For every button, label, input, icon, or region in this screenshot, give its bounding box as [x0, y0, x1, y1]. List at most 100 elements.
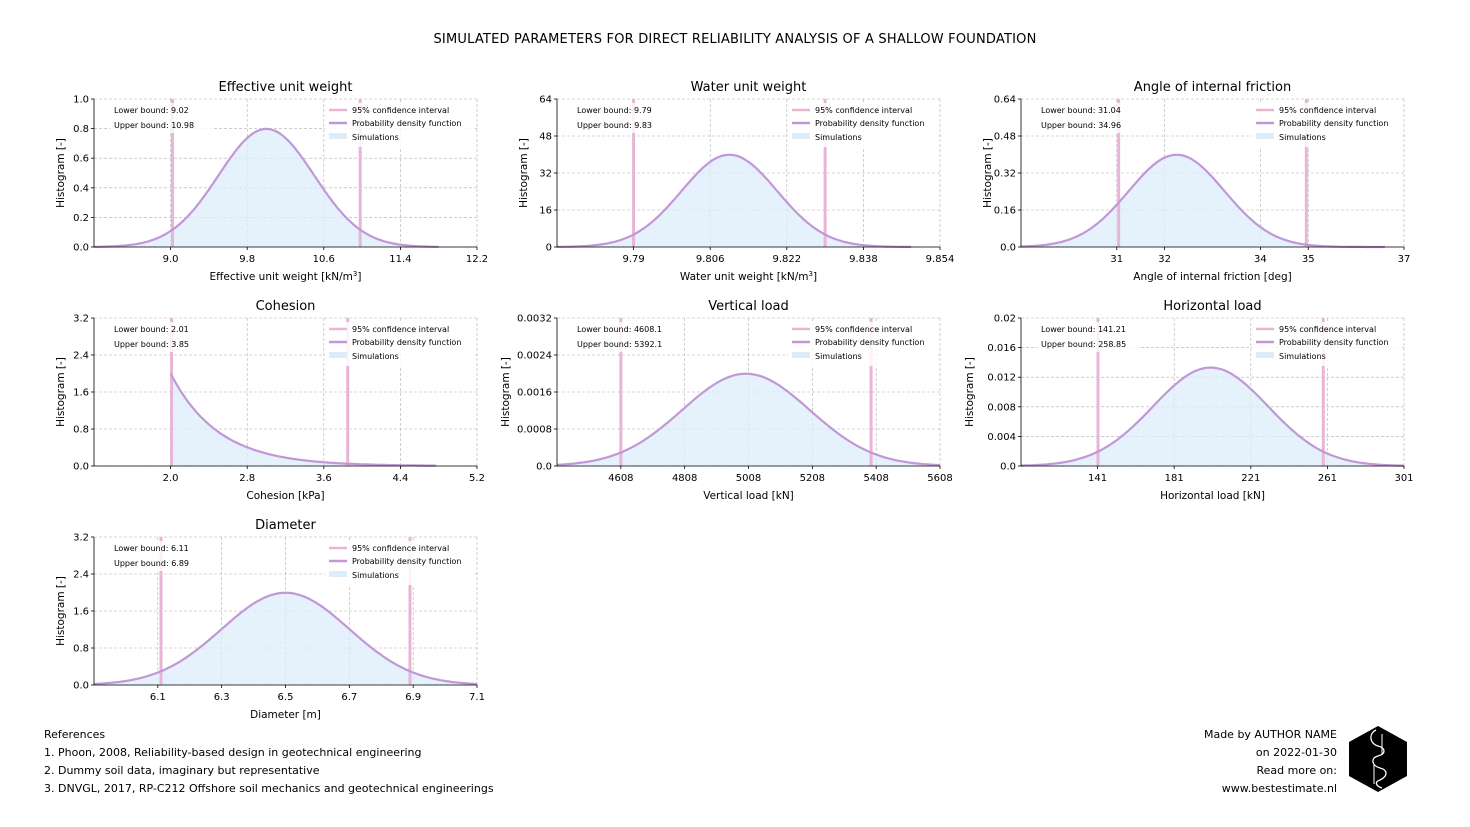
reference-item: 3. DNVGL, 2017, RP-C212 Offshore soil me…: [44, 782, 494, 795]
y-tick-label: 0.8: [73, 425, 89, 436]
y-tick-label: 0.0: [1000, 243, 1016, 254]
y-tick-label: 1.6: [73, 388, 89, 399]
x-tick-label: 181: [1165, 473, 1184, 484]
reference-item: 2. Dummy soil data, imaginary but repres…: [44, 764, 320, 777]
bounds-box: [110, 541, 214, 571]
y-tick-label: 0: [546, 243, 552, 254]
pdf-curve: [1020, 366, 1405, 467]
legend-pdf-label: Probability density function: [352, 338, 461, 347]
y-tick-label: 2.4: [73, 351, 89, 362]
y-tick-label: 0.0: [536, 462, 552, 473]
subplot-title: Angle of internal friction: [1134, 80, 1291, 95]
x-axis-label: Water unit weight [kN/m3]: [680, 270, 817, 283]
legend-pdf-label: Probability density function: [352, 119, 461, 128]
legend-sim-label: Simulations: [352, 133, 399, 142]
legend-ci-label: 95% confidence interval: [1279, 325, 1376, 334]
bounds-box: [1037, 322, 1141, 352]
x-tick-label: 141: [1088, 473, 1107, 484]
y-tick-label: 0.0016: [517, 388, 552, 399]
subplot-title: Cohesion: [256, 299, 316, 314]
subplot-title: Water unit weight: [691, 80, 807, 95]
legend-sim-swatch: [792, 133, 810, 139]
y-tick-label: 0.4: [73, 183, 89, 194]
legend-sim-label: Simulations: [815, 352, 862, 361]
x-tick-label: 6.1: [150, 692, 166, 703]
author-line: Made by AUTHOR NAME: [1203, 728, 1337, 741]
x-tick-label: 9.822: [772, 254, 801, 265]
y-tick-label: 3.2: [73, 533, 89, 544]
legend-pdf-label: Probability density function: [352, 557, 461, 566]
x-tick-label: 3.6: [316, 473, 332, 484]
references-heading: References: [44, 728, 106, 741]
legend-box: [1252, 103, 1402, 147]
reference-item: 1. Phoon, 2008, Reliability-based design…: [44, 746, 422, 759]
simulations-histogram: [94, 128, 439, 247]
y-tick-label: 0.8: [73, 644, 89, 655]
x-tick-label: 6.3: [214, 692, 230, 703]
y-tick-label: 0.02: [994, 314, 1016, 325]
y-tick-label: 0.012: [987, 373, 1016, 384]
y-axis-label: Histogram [-]: [518, 138, 530, 208]
y-tick-label: 0.0032: [517, 314, 552, 325]
y-tick-label: 32: [539, 169, 552, 180]
legend-sim-label: Simulations: [352, 571, 399, 580]
upper-bound-label: Upper bound: 5392.1: [577, 340, 662, 349]
x-tick-label: 2.0: [163, 473, 179, 484]
x-tick-label: 32: [1158, 254, 1171, 265]
x-tick-label: 301: [1394, 473, 1413, 484]
legend-pdf-label: Probability density function: [815, 119, 924, 128]
y-tick-label: 0.016: [987, 343, 1016, 354]
legend-sim-swatch: [792, 352, 810, 358]
y-tick-label: 0.0: [73, 681, 89, 692]
credit-block: Made by AUTHOR NAME on 2022-01-30 Read m…: [1204, 726, 1337, 798]
x-tick-label: 4808: [672, 473, 697, 484]
pdf-curve: [1021, 153, 1385, 249]
upper-bound-label: Upper bound: 34.96: [1041, 121, 1121, 130]
pdf-curve: [556, 372, 941, 467]
legend-pdf-label: Probability density function: [1279, 119, 1388, 128]
x-tick-label: 6.7: [341, 692, 357, 703]
x-tick-label: 9.8: [239, 254, 255, 265]
x-tick-label: 6.9: [405, 692, 421, 703]
simulations-histogram: [1021, 154, 1385, 247]
pdf-curve: [169, 372, 436, 467]
pdf-curve: [556, 153, 912, 248]
lower-bound-label: Lower bound: 141.21: [1041, 325, 1126, 334]
legend-ci-label: 95% confidence interval: [352, 325, 449, 334]
y-tick-label: 1.0: [73, 95, 89, 106]
legend-box: [325, 103, 475, 147]
y-tick-label: 48: [539, 132, 552, 143]
y-tick-label: 0.008: [987, 402, 1016, 413]
bounds-box: [573, 322, 677, 352]
x-tick-label: 11.4: [389, 254, 411, 265]
figure-title: SIMULATED PARAMETERS FOR DIRECT RELIABIL…: [433, 32, 1037, 47]
upper-bound-label: Upper bound: 10.98: [114, 121, 194, 130]
website-link[interactable]: www.bestestimate.nl: [1221, 782, 1337, 795]
bounds-box: [110, 103, 214, 133]
x-tick-label: 10.6: [313, 254, 335, 265]
x-tick-label: 5.2: [469, 473, 485, 484]
legend-sim-label: Simulations: [1279, 352, 1326, 361]
date-line: on 2022-01-30: [1255, 746, 1337, 759]
legend-pdf-label: Probability density function: [815, 338, 924, 347]
legend-box: [788, 103, 938, 147]
y-tick-label: 0.004: [987, 432, 1016, 443]
lower-bound-label: Lower bound: 31.04: [1041, 106, 1121, 115]
subplot-title: Effective unit weight: [219, 80, 353, 95]
y-tick-label: 0.0: [1000, 462, 1016, 473]
subplot-title: Diameter: [255, 518, 316, 533]
x-tick-label: 31: [1110, 254, 1123, 265]
upper-bound-label: Upper bound: 9.83: [577, 121, 652, 130]
y-axis-label: Histogram [-]: [982, 138, 994, 208]
x-axis-label: Horizontal load [kN]: [1160, 490, 1265, 502]
upper-bound-label: Upper bound: 258.85: [1041, 340, 1126, 349]
lower-bound-label: Lower bound: 4608.1: [577, 325, 662, 334]
x-tick-label: 9.838: [849, 254, 878, 265]
y-axis-label: Histogram [-]: [55, 576, 67, 646]
y-axis-label: Histogram [-]: [55, 138, 67, 208]
simulations-histogram: [94, 592, 477, 685]
hexagon-logo-icon: [1349, 726, 1407, 792]
x-tick-label: 9.806: [696, 254, 725, 265]
subplot-title: Vertical load: [708, 299, 789, 314]
x-tick-label: 9.0: [163, 254, 179, 265]
